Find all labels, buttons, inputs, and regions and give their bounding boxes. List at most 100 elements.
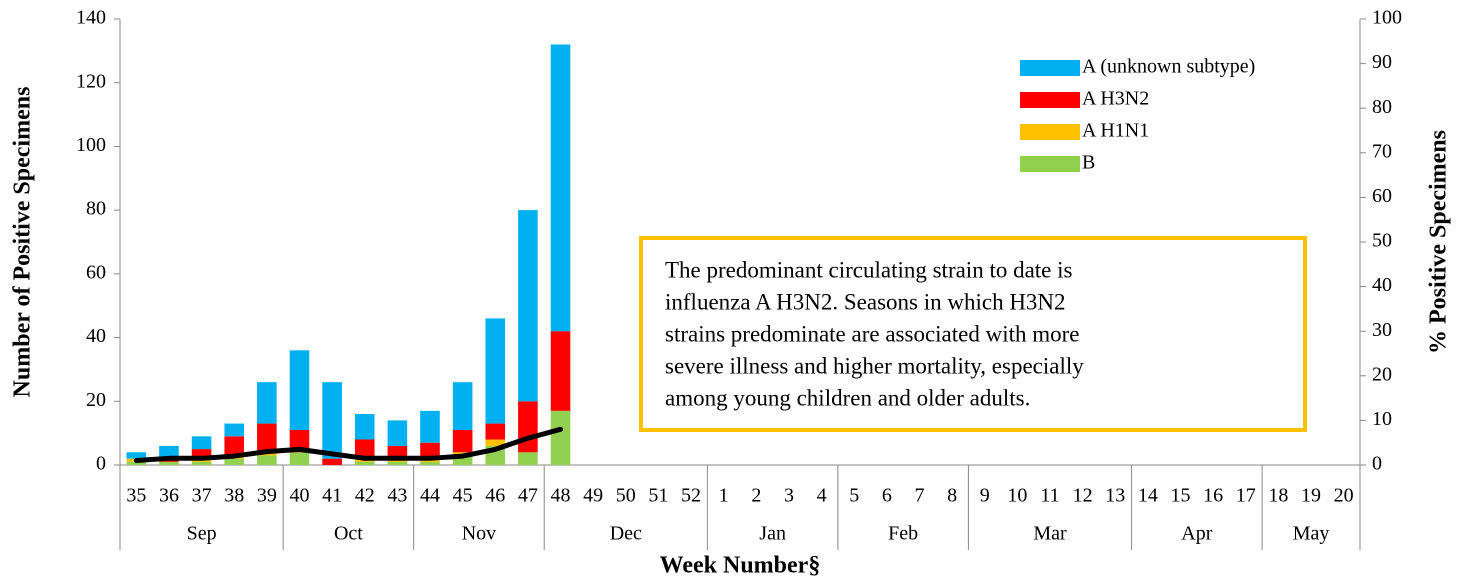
y2-tick-label: 40 — [1372, 274, 1392, 296]
bar-segment — [159, 445, 179, 459]
x-tick-label: 43 — [387, 485, 407, 507]
legend-label: B — [1082, 152, 1095, 174]
bar-segment — [550, 331, 571, 411]
y2-tick-label: 100 — [1372, 7, 1402, 29]
bar-segment — [452, 455, 473, 465]
x-tick-label: 2 — [751, 485, 761, 507]
x-tick-label: 44 — [420, 485, 440, 507]
annotation-text: The predominant circulating strain to da… — [665, 257, 1073, 282]
x-tick-label: 46 — [485, 485, 505, 507]
bar-segment — [224, 458, 244, 465]
x-tick-label: 12 — [1073, 485, 1093, 507]
month-label: Apr — [1181, 523, 1212, 545]
x-tick-label: 19 — [1301, 485, 1321, 507]
annotation-text: severe illness and higher mortality, esp… — [665, 353, 1084, 378]
bar-segment — [257, 423, 277, 453]
x-tick-label: 48 — [551, 485, 571, 507]
bar-segment — [354, 414, 375, 440]
bar-segment — [420, 442, 440, 459]
annotation-text: strains predominate are associated with … — [665, 321, 1080, 346]
x-tick-label: 10 — [1007, 485, 1027, 507]
bar-segment — [257, 382, 277, 424]
bar-segment — [452, 382, 473, 430]
x-tick-label: 1 — [719, 485, 729, 507]
bar-segment — [191, 449, 212, 459]
bar-segment — [518, 401, 538, 453]
annotation-box — [639, 236, 1307, 432]
y2-tick-label: 80 — [1372, 96, 1392, 118]
bar-segment — [452, 429, 473, 453]
bar-segment — [354, 461, 375, 465]
y-tick-label: 40 — [86, 325, 106, 347]
y-tick-label: 60 — [86, 261, 106, 283]
month-label: Dec — [610, 523, 642, 545]
y2-tick-label: 20 — [1372, 363, 1392, 385]
bar-segment — [485, 423, 506, 440]
x-tick-label: 4 — [817, 485, 827, 507]
legend-label: A (unknown subtype) — [1082, 56, 1255, 78]
x-tick-label: 39 — [257, 485, 277, 507]
bar-segment — [550, 410, 571, 465]
bar-segment — [322, 458, 342, 465]
bar-segment — [387, 445, 408, 459]
x-tick-label: 40 — [289, 485, 309, 507]
bar-segment — [257, 455, 277, 465]
y-axis-title: Number of Positive Specimens — [10, 87, 36, 398]
x-tick-label: 45 — [453, 485, 473, 507]
y-tick-label: 0 — [96, 453, 106, 475]
bar-segment — [518, 210, 538, 402]
x-tick-label: 9 — [980, 485, 990, 507]
x-tick-label: 3 — [784, 485, 794, 507]
bar-segment — [387, 461, 408, 465]
annotation-text: among young children and older adults. — [665, 385, 1030, 410]
x-tick-label: 11 — [1040, 485, 1059, 507]
bar-segment — [485, 318, 506, 424]
x-tick-label: 51 — [648, 485, 668, 507]
bar-segment — [550, 44, 571, 332]
x-tick-label: 37 — [192, 485, 212, 507]
legend-label: A H3N2 — [1082, 88, 1149, 110]
bar-segment — [322, 382, 342, 459]
x-tick-label: 14 — [1138, 485, 1158, 507]
x-tick-label: 15 — [1171, 485, 1191, 507]
bar-segment — [126, 452, 147, 459]
y2-tick-label: 60 — [1372, 185, 1392, 207]
x-tick-label: 49 — [583, 485, 603, 507]
month-label: Oct — [334, 523, 363, 545]
x-tick-label: 16 — [1203, 485, 1223, 507]
x-tick-label: 36 — [159, 485, 179, 507]
y2-axis-title: % Positive Specimens — [1426, 130, 1452, 354]
bar-segment — [387, 420, 408, 446]
x-tick-label: 5 — [849, 485, 859, 507]
month-label: May — [1293, 523, 1330, 545]
x-tick-label: 50 — [616, 485, 636, 507]
bar-segment — [224, 436, 244, 456]
y2-tick-label: 70 — [1372, 140, 1392, 162]
x-axis-title: Week Number§ — [660, 553, 821, 579]
bar-segment — [485, 439, 506, 446]
bar-segment — [420, 410, 440, 443]
bar-segment — [126, 461, 147, 465]
x-tick-label: 13 — [1105, 485, 1125, 507]
bar-segment — [354, 439, 375, 459]
y-tick-label: 140 — [76, 7, 106, 29]
bar-segment — [224, 423, 244, 437]
legend-swatch — [1020, 92, 1080, 108]
x-tick-label: 35 — [126, 485, 146, 507]
month-label: Feb — [888, 523, 918, 545]
legend-swatch — [1020, 60, 1080, 76]
x-tick-label: 17 — [1236, 485, 1256, 507]
x-tick-label: 20 — [1334, 485, 1354, 507]
legend-label: A H1N1 — [1082, 120, 1149, 142]
bar-segment — [191, 436, 212, 450]
month-label: Mar — [1033, 523, 1067, 545]
y2-tick-label: 50 — [1372, 230, 1392, 252]
annotation-text: influenza A H3N2. Seasons in which H3N2 — [665, 289, 1066, 314]
x-tick-label: 52 — [681, 485, 701, 507]
x-tick-label: 41 — [322, 485, 342, 507]
bar-segment — [289, 350, 310, 430]
x-tick-label: 47 — [518, 485, 538, 507]
x-tick-label: 6 — [882, 485, 892, 507]
month-label: Sep — [187, 523, 217, 545]
line-series — [133, 426, 564, 464]
